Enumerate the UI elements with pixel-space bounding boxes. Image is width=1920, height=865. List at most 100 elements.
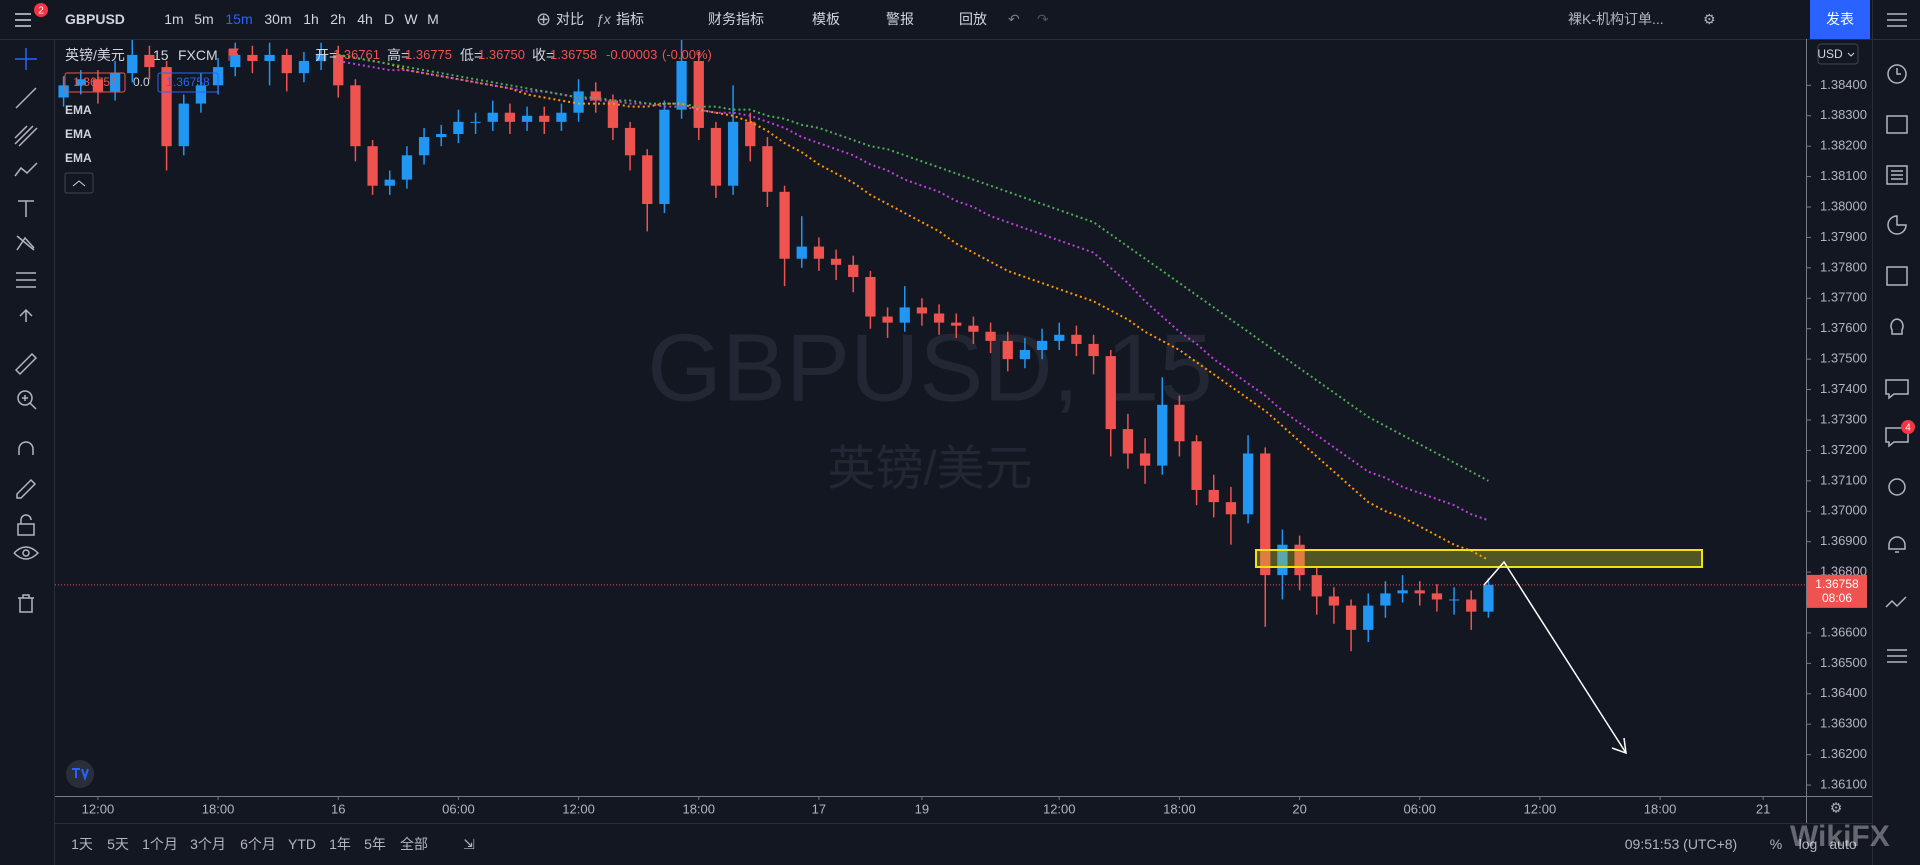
prediction-icon[interactable]: [16, 235, 35, 251]
hotline-icon[interactable]: [1888, 478, 1906, 496]
zone-rectangle[interactable]: [1255, 549, 1703, 568]
zoom-icon[interactable]: [17, 390, 33, 406]
text-icon[interactable]: [18, 200, 34, 217]
watchlist-icon[interactable]: [1887, 13, 1907, 27]
bid-box[interactable]: [64, 72, 126, 93]
geometry-icon[interactable]: [16, 272, 36, 288]
arrow-drawing[interactable]: [1483, 560, 1627, 754]
layout-name[interactable]: 裸K-机构订单...: [1568, 11, 1664, 27]
candle-body: [521, 115, 533, 122]
range-button[interactable]: 1个月: [142, 836, 178, 852]
interval-button[interactable]: 2h: [330, 11, 346, 27]
range-button[interactable]: 3个月: [190, 836, 226, 852]
financials[interactable]: 财务指标: [708, 11, 764, 27]
notification-icon[interactable]: [1888, 536, 1906, 553]
y-tick-label: 1.36800: [1820, 564, 1867, 579]
idea-icon[interactable]: [1890, 318, 1904, 335]
candle-body: [247, 54, 258, 61]
settings-icon[interactable]: ⚙: [1830, 800, 1843, 816]
compare[interactable]: 对比: [556, 11, 584, 27]
pencil-icon[interactable]: [16, 478, 37, 499]
range-button[interactable]: 1天: [71, 836, 93, 852]
trash-icon[interactable]: [18, 594, 34, 613]
candle-body: [281, 54, 292, 74]
eye-icon[interactable]: [13, 546, 40, 560]
watermark-description: 英镑/美元: [827, 443, 1032, 496]
candle-body: [1105, 356, 1116, 430]
order-icon[interactable]: [1885, 596, 1907, 608]
pattern-icon[interactable]: [14, 162, 38, 177]
ruler-icon[interactable]: [14, 352, 38, 376]
news-icon[interactable]: [1886, 115, 1908, 134]
interval-button[interactable]: 30m: [264, 11, 292, 27]
interval-button[interactable]: D: [383, 11, 395, 27]
interval-button[interactable]: 15m: [225, 11, 253, 27]
lock-icon[interactable]: [17, 523, 35, 536]
panel-icon[interactable]: [1887, 649, 1907, 663]
currency-box[interactable]: [1817, 43, 1859, 65]
candle-body: [916, 307, 928, 314]
alarm-icon[interactable]: [1887, 64, 1907, 84]
redo[interactable]: ↷: [1037, 11, 1049, 27]
candle-body: [779, 191, 790, 259]
fib-icon[interactable]: [14, 125, 38, 147]
candle-body: [624, 127, 636, 156]
range-button[interactable]: 1年: [329, 836, 351, 852]
settings[interactable]: ⚙: [1703, 11, 1716, 27]
candle-body: [1225, 502, 1237, 515]
auto-toggle[interactable]: auto: [1829, 836, 1857, 852]
interval-button[interactable]: W: [404, 11, 418, 27]
candle-body: [1139, 453, 1151, 466]
candle-body: [1088, 343, 1099, 357]
log-toggle[interactable]: log: [1798, 836, 1818, 852]
calendar-list-icon[interactable]: [1886, 165, 1908, 185]
trendline-icon[interactable]: [15, 87, 37, 109]
percent-toggle[interactable]: %: [1769, 836, 1783, 852]
tv-logo[interactable]: [66, 760, 94, 788]
candle-body: [1208, 489, 1219, 503]
ema-label[interactable]: EMA: [65, 103, 92, 117]
chat-icon[interactable]: [1885, 379, 1909, 400]
chart-icon[interactable]: [1887, 215, 1907, 235]
menu-icon[interactable]: [15, 13, 31, 27]
candle-body: [607, 100, 619, 128]
interval-button[interactable]: 1m: [164, 11, 184, 27]
range-button[interactable]: 全部: [400, 836, 428, 852]
replay[interactable]: 回放: [959, 11, 987, 27]
calendar-icon[interactable]: [1886, 266, 1908, 286]
top-toolbar-bg: [0, 0, 1920, 39]
symbol[interactable]: GBPUSD: [65, 11, 125, 27]
indicators[interactable]: 指标: [616, 11, 644, 27]
watermark-symbol: GBPUSD, 15: [647, 314, 1213, 421]
badge-bg: [34, 3, 48, 17]
interval-button[interactable]: M: [427, 11, 439, 27]
undo[interactable]: ↶: [1008, 11, 1020, 27]
ema-label[interactable]: EMA: [65, 151, 92, 165]
range-button[interactable]: 5年: [364, 836, 386, 852]
interval-button[interactable]: 5m: [194, 11, 214, 27]
range-button[interactable]: 5天: [107, 836, 129, 852]
collapse-button[interactable]: [64, 172, 94, 194]
arrow-icon[interactable]: [19, 308, 33, 322]
candle-body: [1191, 441, 1202, 490]
candle-body: [1345, 605, 1357, 630]
ema-label[interactable]: EMA: [65, 127, 92, 141]
candle-body: [1002, 340, 1013, 360]
templates[interactable]: 模板: [812, 11, 840, 27]
x-tick-label: 12:00: [82, 801, 115, 816]
candle-body: [58, 85, 69, 98]
interval-button[interactable]: 1h: [303, 11, 319, 27]
crosshair-icon[interactable]: [15, 48, 37, 70]
interval-button[interactable]: 4h: [357, 11, 373, 27]
range-button[interactable]: YTD: [288, 836, 316, 852]
range-button[interactable]: 6个月: [240, 836, 276, 852]
candle-body: [882, 316, 893, 323]
candle-body: [848, 264, 859, 277]
alert[interactable]: 警报: [886, 11, 914, 27]
ask-box[interactable]: [157, 72, 219, 93]
flag-icon[interactable]: [228, 48, 239, 61]
magnet-icon[interactable]: [18, 441, 34, 455]
publish-button[interactable]: 发表: [1810, 0, 1870, 39]
goto-date[interactable]: ⇲: [463, 836, 475, 852]
